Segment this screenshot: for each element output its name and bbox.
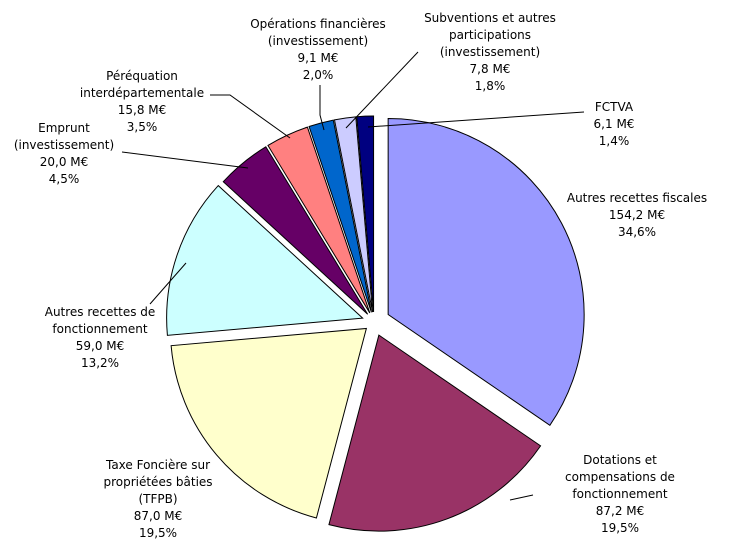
slice-value: 154,2 M€ [609,208,665,222]
slice-label-subventions: Subventions et autres participations (inve… [424,11,556,93]
pie-slice-subventions [333,116,374,313]
pie-slices [166,115,585,532]
slice-label-line: Subventions et autres [424,11,556,25]
slice-percent: 19,5% [601,521,639,535]
slice-label-autres-recettes-fiscales: Autres recettes fiscales 154,2 M€ 34,6% [567,191,707,239]
leader-line-perequation [210,94,291,139]
leader-line-operations-financieres [319,85,325,131]
slice-labels: Autres recettes fiscales 154,2 M€ 34,6% Dot… [14,11,707,540]
slice-value: 59,0 M€ [76,339,125,353]
slice-label-perequation: Péréquation interdépartementale 15,8 M€ 3,5… [80,69,204,134]
slice-label-line: FCTVA [595,100,634,114]
slice-label-line: participations [449,28,531,42]
slice-value: 7,8 M€ [470,62,511,76]
pie-slice-dotations [328,334,542,532]
slice-percent: 1,8% [475,79,506,93]
slice-label-line: propriétées bâties [103,475,212,489]
slice-value: 87,0 M€ [134,509,183,523]
slice-percent: 3,5% [127,120,158,134]
slice-label-fctva: FCTVA 6,1 M€ 1,4% [594,100,635,148]
pie-slice-emprunt [222,146,369,315]
slice-label-line: fonctionnement [52,322,147,336]
leader-line-autres-recettes-fonctionnement [149,262,187,305]
slice-percent: 1,4% [599,134,630,148]
leader-line-fctva [367,111,585,128]
slice-label-line: Autres recettes de [45,305,156,319]
slice-value: 6,1 M€ [594,117,635,131]
leader-line-dotations [509,494,534,501]
slice-label-line: Emprunt [38,121,90,135]
slice-label-line: (TFPB) [138,492,177,506]
slice-value: 20,0 M€ [40,155,89,169]
pie-slice-autres-recettes-fiscales [387,118,585,426]
slice-percent: 34,6% [618,225,656,239]
pie-slice-perequation [267,126,371,314]
slice-label-line: Taxe Foncière sur [105,458,210,472]
slice-value: 15,8 M€ [118,103,167,117]
slice-label-emprunt: Emprunt (investissement) 20,0 M€ 4,5% [14,121,114,186]
slice-label-line: compensations de [565,470,675,484]
slice-label-operations-financieres: Opérations financières (investissement) 9,… [250,17,386,82]
pie-slice-autres-recettes-fonctionnement [166,184,364,336]
slice-label-dotations: Dotations et compensations de fonctionneme… [565,453,675,535]
slice-label-line: Opérations financières [250,17,386,31]
slice-label-line: (investissement) [268,34,368,48]
slice-percent: 13,2% [81,356,119,370]
pie-slice-tfpb [170,327,368,519]
slice-label-line: Autres recettes fiscales [567,191,707,205]
slice-percent: 19,5% [139,526,177,540]
slice-label-autres-recettes-fonctionnement: Autres recettes de fonctionnement 59,0 M€ 1… [45,305,156,370]
slice-percent: 4,5% [49,172,80,186]
slice-label-line: (investissement) [14,138,114,152]
slice-label-line: Dotations et [583,453,657,467]
leader-line-subventions [345,51,419,129]
leader-lines [121,51,585,501]
slice-label-line: (investissement) [440,45,540,59]
leader-line-emprunt [121,151,249,169]
slice-percent: 2,0% [303,68,334,82]
slice-label-line: interdépartementale [80,86,204,100]
slice-value: 9,1 M€ [298,51,339,65]
pie-slice-operations-financieres [308,119,372,313]
slice-label-tfpb: Taxe Foncière sur propriétées bâties (TFPB… [103,458,212,540]
slice-value: 87,2 M€ [596,504,645,518]
slice-label-line: Péréquation [106,69,178,83]
slice-label-line: fonctionnement [572,487,667,501]
